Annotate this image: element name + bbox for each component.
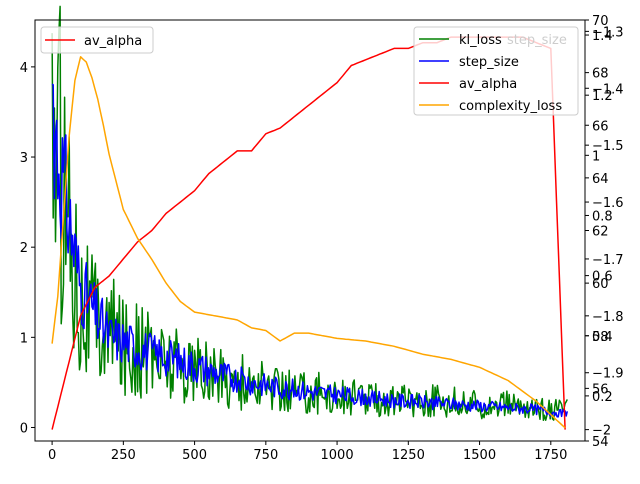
x-tick-label: 500 bbox=[182, 448, 207, 463]
left-y-tick-label: 2 bbox=[20, 241, 28, 256]
right-3-y-tick-label: 60 bbox=[592, 277, 609, 292]
x-tick-label: 250 bbox=[111, 448, 136, 463]
x-tick-label: 1000 bbox=[321, 448, 354, 463]
series-line-complexity_loss bbox=[51, 56, 566, 429]
legend-left-frame bbox=[40, 26, 154, 54]
right-2-y-tick-label: −1.9 bbox=[592, 367, 624, 382]
right-3-y-tick-label: 56 bbox=[592, 382, 609, 397]
right-2-y-tick-label: −1.8 bbox=[592, 310, 624, 325]
right-1-y-tick-label: 1.4 bbox=[592, 29, 613, 44]
legend-upper-right: step_sizekl_lossstep_sizeav_alphacomplex… bbox=[413, 26, 579, 116]
right-3-y-tick-label: 68 bbox=[592, 67, 609, 82]
legend-label-av_alpha: av_alpha bbox=[84, 34, 142, 49]
right-3-y-tick-label: 70 bbox=[592, 14, 609, 29]
right-1-y-tick-label: 0.6 bbox=[592, 270, 613, 285]
right-3-y-tick-label: 66 bbox=[592, 119, 609, 134]
right-2-y-tick-label: −2 bbox=[592, 424, 611, 439]
x-tick-label: 1750 bbox=[534, 448, 567, 463]
right-1-y-tick-label: 1.2 bbox=[592, 89, 613, 104]
right-1-y-tick-label: 0.8 bbox=[592, 209, 613, 224]
right-2-y-tick-label: −1.3 bbox=[592, 25, 624, 40]
plot-lines bbox=[51, 5, 569, 430]
right-1-y-tick-label: 0.4 bbox=[592, 330, 613, 345]
right-3-y-tick-label: 64 bbox=[592, 172, 609, 187]
right-1-y-tick-label: 1 bbox=[592, 149, 600, 164]
series-line-step_size bbox=[51, 83, 569, 418]
x-tick-label: 750 bbox=[253, 448, 278, 463]
left-y-tick-label: 0 bbox=[20, 421, 28, 436]
right-1-y-tick-label: 0.2 bbox=[592, 390, 613, 405]
left-y-tick-label: 3 bbox=[20, 151, 28, 166]
x-tick-label: 1500 bbox=[463, 448, 496, 463]
x-tick-label: 1250 bbox=[392, 448, 425, 463]
legend-label-complexity_loss: complexity_loss bbox=[459, 99, 562, 114]
right-3-y-tick-label: 58 bbox=[592, 330, 609, 345]
left-y-tick-label: 4 bbox=[20, 61, 28, 76]
right-2-y-tick-label: −1.5 bbox=[592, 139, 624, 154]
right-2-y-tick-label: −1.6 bbox=[592, 196, 624, 211]
axes: 0 250 500 750 1000 1250 1500 1750 0 1 2 3 4 0.2 0.4 0.6… bbox=[20, 14, 624, 463]
right-3-y-tick-label: 62 bbox=[592, 225, 609, 240]
legend-label-kl_loss: kl_loss bbox=[459, 33, 502, 48]
series-line-kl_loss bbox=[51, 5, 568, 422]
legend-label-av_alpha: av_alpha bbox=[459, 77, 517, 92]
legend-label-step_size: step_size bbox=[459, 55, 519, 70]
legend-upper-left: av_alpha bbox=[40, 26, 154, 54]
legend-right-frame bbox=[413, 26, 579, 116]
x-tick-label: 0 bbox=[48, 448, 56, 463]
right-2-y-tick-label: −1.7 bbox=[592, 253, 624, 268]
right-2-y-tick-label: −1.4 bbox=[592, 82, 624, 97]
left-y-tick-label: 1 bbox=[20, 331, 28, 346]
right-3-y-tick-label: 54 bbox=[592, 435, 609, 450]
